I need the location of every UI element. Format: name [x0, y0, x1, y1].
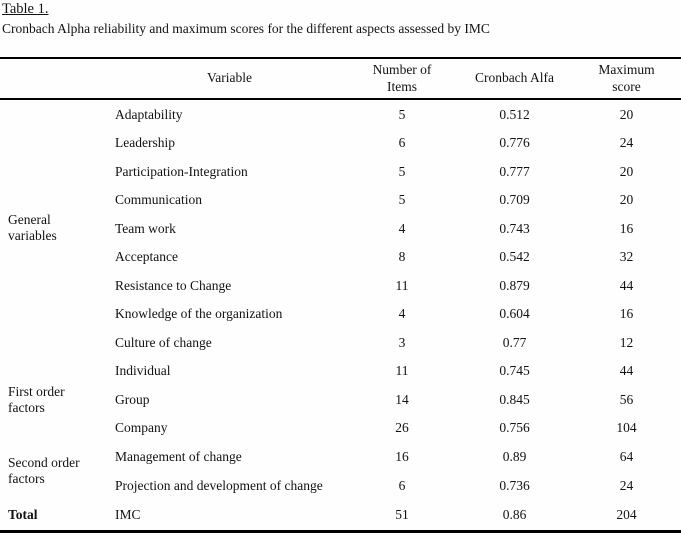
variable-cell: Team work [115, 220, 176, 236]
max-score-cell: 64 [619, 448, 634, 464]
variable-cell: Adaptability [115, 106, 183, 122]
table-caption: Cronbach Alpha reliability and maximum s… [2, 21, 490, 36]
cronbach-cell: 0.86 [502, 506, 527, 522]
max-score-cell: 20 [619, 106, 634, 122]
header-variable: Variable [207, 70, 252, 86]
variable-cell: Individual [115, 363, 171, 379]
cronbach-cell: 0.776 [499, 135, 530, 151]
items-cell: 5 [398, 163, 406, 179]
variable-cell: IMC [115, 506, 141, 522]
items-cell: 16 [395, 448, 409, 464]
header-group [0, 58, 112, 99]
cronbach-cell: 0.77 [502, 334, 527, 350]
table-row: Culture of change 3 0.77 12 [0, 329, 681, 357]
table-row: Acceptance 8 0.542 32 [0, 243, 681, 271]
cronbach-cell: 0.542 [499, 249, 530, 265]
max-score-cell: 44 [619, 363, 634, 379]
max-score-cell: 56 [619, 391, 634, 407]
variable-cell: Communication [115, 192, 202, 208]
variable-cell: Management of change [115, 448, 242, 464]
cronbach-cell: 0.736 [499, 477, 530, 493]
header-number-of-items: Number of Items [372, 61, 432, 94]
cronbach-cell: 0.745 [499, 363, 530, 379]
table-row: Group 14 0.845 56 [0, 385, 681, 413]
max-score-cell: 12 [619, 334, 634, 350]
max-score-cell: 16 [619, 306, 634, 322]
variable-cell: Acceptance [115, 249, 178, 265]
variable-cell: Leadership [115, 135, 175, 151]
group-label-cell: General variables [8, 212, 57, 244]
table-row: Participation-Integration 5 0.777 20 [0, 158, 681, 186]
items-cell: 4 [398, 220, 406, 236]
table-row: Communication 5 0.709 20 [0, 186, 681, 214]
cronbach-cell: 0.845 [499, 391, 530, 407]
max-score-cell: 44 [619, 277, 634, 293]
max-score-cell: 32 [619, 249, 634, 265]
group-label-cell: First order factors [8, 383, 65, 415]
variable-cell: Projection and development of change [115, 477, 323, 493]
variable-cell: Company [115, 420, 168, 436]
cronbach-cell: 0.604 [499, 306, 530, 322]
max-score-cell: 20 [619, 163, 634, 179]
table-title: Table 1. [2, 1, 49, 17]
items-cell: 14 [395, 391, 409, 407]
items-cell: 11 [395, 363, 409, 379]
max-score-cell: 24 [619, 477, 634, 493]
max-score-cell: 24 [619, 135, 634, 151]
table-row: General variables Adaptability 5 0.512 20 [0, 99, 681, 244]
cronbach-cell: 0.756 [499, 420, 530, 436]
table-body: General variables Adaptability 5 0.512 20 Lea… [0, 99, 681, 532]
items-cell: 6 [398, 135, 406, 151]
cronbach-cell: 0.89 [502, 448, 527, 464]
reliability-table: Variable Number of Items Cronbach Alfa M… [0, 57, 681, 533]
header-maximum-score: Maximum score [598, 61, 655, 94]
cronbach-cell: 0.709 [499, 192, 530, 208]
table-row: Second order factors Management of change… [0, 442, 681, 486]
table-row: Company 26 0.756 104 [0, 414, 681, 442]
max-score-cell: 104 [616, 420, 637, 436]
max-score-cell: 20 [619, 192, 634, 208]
variable-cell: Knowledge of the organization [115, 306, 283, 322]
table-row: Knowledge of the organization 4 0.604 16 [0, 300, 681, 328]
table-row: Total IMC 51 0.86 204 [0, 500, 681, 532]
items-cell: 4 [398, 306, 406, 322]
table-header: Variable Number of Items Cronbach Alfa M… [0, 58, 681, 99]
items-cell: 5 [398, 192, 406, 208]
group-label-cell: Second order factors [8, 455, 80, 487]
table-row: Resistance to Change 11 0.879 44 [0, 272, 681, 300]
items-cell: 26 [395, 420, 409, 436]
table-row: Leadership 6 0.776 24 [0, 129, 681, 157]
cronbach-cell: 0.743 [499, 220, 530, 236]
items-cell: 11 [395, 277, 409, 293]
items-cell: 5 [398, 106, 406, 122]
cronbach-cell: 0.879 [499, 277, 530, 293]
header-row: Variable Number of Items Cronbach Alfa M… [0, 58, 681, 99]
cronbach-cell: 0.777 [499, 163, 530, 179]
items-cell: 51 [395, 506, 409, 522]
cronbach-cell: 0.512 [499, 106, 530, 122]
variable-cell: Culture of change [115, 334, 212, 350]
max-score-cell: 16 [619, 220, 634, 236]
table-row: Projection and development of change 6 0.7… [0, 471, 681, 500]
items-cell: 8 [398, 249, 406, 265]
max-score-cell: 204 [616, 506, 637, 522]
variable-cell: Resistance to Change [115, 277, 232, 293]
group-label-cell: Total [8, 506, 38, 522]
items-cell: 6 [398, 477, 406, 493]
header-cronbach-alfa: Cronbach Alfa [474, 70, 555, 86]
variable-cell: Participation-Integration [115, 163, 248, 179]
items-cell: 3 [398, 334, 406, 350]
table-row: First order factors Individual 11 0.745 44 [0, 357, 681, 414]
variable-cell: Group [115, 391, 150, 407]
table-row: Team work 4 0.743 16 [0, 215, 681, 243]
